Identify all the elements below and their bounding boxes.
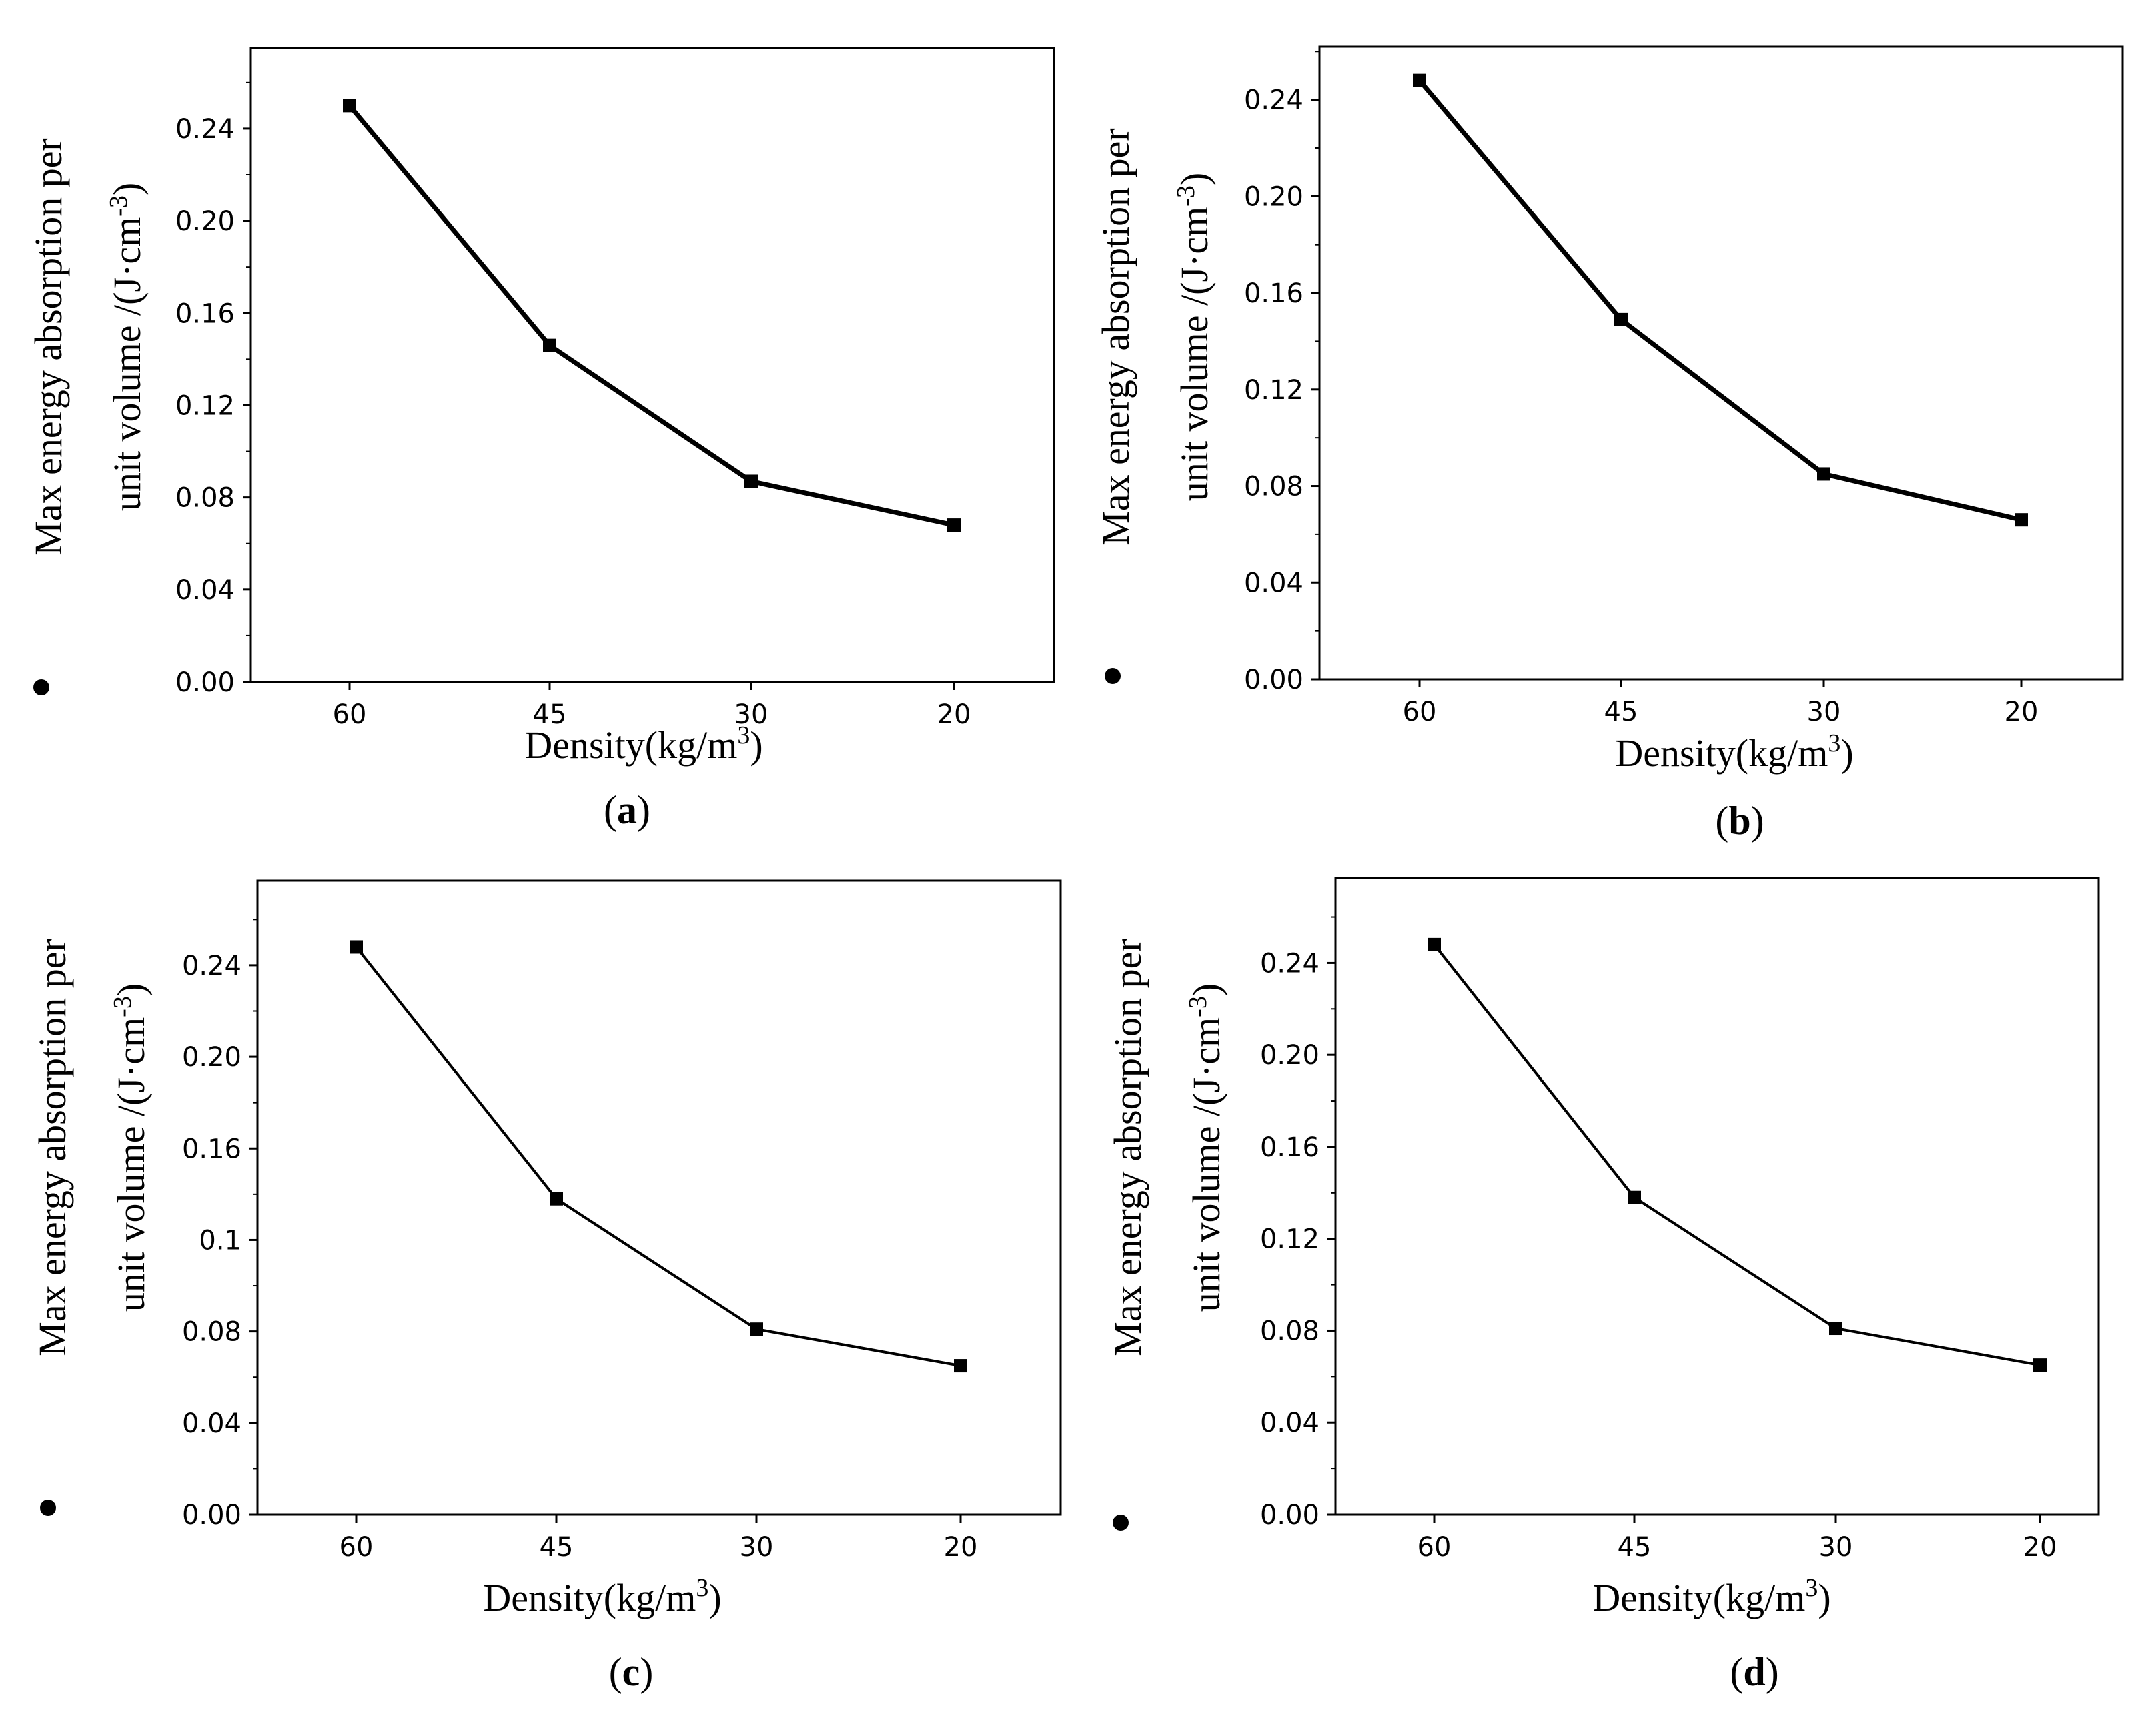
y-tick-label: 0.16	[1260, 1132, 1319, 1163]
x-tick-label: 30	[740, 1532, 774, 1563]
data-point	[2033, 1358, 2047, 1372]
data-point	[954, 1359, 967, 1373]
x-tick-label: 45	[1604, 697, 1638, 727]
y-tick-label: 0.20	[182, 1042, 241, 1073]
x-tick-label: 60	[333, 699, 367, 730]
data-point	[744, 474, 758, 488]
panel-caption: (c)	[609, 1650, 654, 1694]
x-tick-label: 60	[1418, 1532, 1452, 1563]
data-point	[1614, 312, 1628, 326]
x-tick-label: 20	[2005, 697, 2039, 727]
plot-frame	[249, 47, 1055, 683]
y-tick-label: 0.08	[175, 483, 235, 514]
y-axis-title-line2: unit volume /(J·cm-3)	[1172, 173, 1216, 501]
y-tick-label: 0.00	[1260, 1500, 1319, 1531]
x-axis-title: Density(kg/m3)	[1615, 729, 1853, 775]
bullet-dot	[33, 679, 49, 695]
y-axis-title-line2: unit volume /(J·cm-3)	[105, 183, 149, 511]
data-point	[350, 940, 363, 954]
y-tick-label: 0.1	[199, 1225, 241, 1256]
x-axis-title: Density(kg/m3)	[483, 1574, 721, 1619]
panel-caption: (a)	[604, 788, 650, 832]
panel-caption: (d)	[1730, 1650, 1778, 1694]
data-point	[750, 1322, 763, 1336]
chart-panel-a: 0.00 0.04 0.08 0.12 0.16 0.20 0.24 60 45 30 20 Max …	[27, 47, 1055, 832]
series-line	[1418, 79, 2022, 522]
y-axis-title-line1: Max energy absorption per	[27, 138, 70, 555]
y-tick-label: 0.12	[1244, 375, 1303, 406]
y-tick-label: 0.20	[175, 206, 235, 237]
chart-panel-b: 0.00 0.04 0.08 0.12 0.16 0.20 0.24 60 45 30 20 Max …	[1094, 45, 2124, 843]
y-tick-label: 0.04	[175, 575, 235, 606]
y-tick-label: 0.24	[1260, 948, 1319, 979]
x-axis-title: Density(kg/m3)	[524, 721, 762, 767]
chart-panel-c: 0.00 0.04 0.08 0.1 0.16 0.20 0.24 60 45 30 20 Max e…	[31, 879, 1062, 1694]
data-point	[1829, 1322, 1842, 1336]
data-point	[1428, 937, 1441, 951]
y-tick-label: 0.24	[182, 951, 241, 981]
y-tick-label: 0.12	[175, 390, 235, 421]
x-tick-label: 20	[937, 699, 971, 730]
panel-caption: (b)	[1715, 799, 1764, 843]
y-tick-label: 0.04	[182, 1408, 241, 1439]
x-tick-label: 30	[1807, 697, 1841, 727]
bullet-dot	[1105, 668, 1121, 684]
x-tick-label: 60	[340, 1532, 374, 1563]
data-point	[1628, 1190, 1641, 1204]
y-tick-label: 0.04	[1260, 1408, 1319, 1438]
y-tick-label: 0.00	[182, 1500, 241, 1531]
x-tick-label: 45	[1618, 1532, 1652, 1563]
data-point	[550, 1192, 563, 1206]
y-tick-label: 0.12	[1260, 1224, 1319, 1255]
data-point	[2015, 513, 2028, 527]
y-tick-label: 0.16	[175, 298, 235, 329]
y-tick-label: 0.24	[1244, 85, 1303, 116]
plot-frame	[256, 879, 1062, 1516]
y-tick-label: 0.08	[182, 1317, 241, 1348]
y-tick-label: 0.16	[1244, 278, 1303, 309]
plot-frame	[1318, 45, 2124, 681]
x-tick-label: 20	[944, 1532, 978, 1563]
y-tick-label: 0.08	[1260, 1316, 1319, 1346]
data-point	[343, 99, 356, 113]
chart-panel-d: 0.00 0.04 0.08 0.12 0.16 0.20 0.24 60 45 30 20 Max …	[1106, 877, 2100, 1694]
y-tick-label: 0.08	[1244, 472, 1303, 502]
x-tick-label: 30	[1819, 1532, 1853, 1563]
data-point	[1817, 467, 1830, 481]
plot-frame	[1334, 877, 2100, 1516]
data-point	[1413, 73, 1426, 87]
x-tick-label: 45	[533, 699, 567, 730]
x-tick-label: 20	[2023, 1532, 2057, 1563]
y-axis-title-line2: unit volume /(J·cm-3)	[1184, 983, 1228, 1312]
series-line	[355, 946, 961, 1368]
x-axis-title: Density(kg/m3)	[1592, 1574, 1830, 1619]
y-tick-label: 0.04	[1244, 568, 1303, 598]
y-axis-title-line2: unit volume /(J·cm-3)	[109, 983, 153, 1312]
y-tick-label: 0.00	[1244, 665, 1303, 695]
y-axis-title-line1: Max energy absorption per	[1106, 939, 1149, 1356]
data-point	[543, 338, 556, 352]
x-tick-label: 30	[734, 699, 768, 730]
series-line	[348, 104, 955, 528]
y-tick-label: 0.20	[1260, 1040, 1319, 1071]
x-tick-label: 60	[1403, 697, 1437, 727]
y-tick-label: 0.24	[175, 114, 235, 145]
y-axis-title-line1: Max energy absorption per	[31, 939, 74, 1356]
series-line	[1433, 943, 2041, 1367]
y-tick-label: 0.16	[182, 1134, 241, 1164]
bullet-dot	[40, 1500, 56, 1516]
data-point	[947, 518, 961, 532]
y-axis-title-line1: Max energy absorption per	[1094, 128, 1137, 545]
bullet-dot	[1113, 1515, 1129, 1531]
y-tick-label: 0.00	[175, 667, 235, 698]
x-tick-label: 45	[540, 1532, 574, 1563]
y-tick-label: 0.20	[1244, 181, 1303, 212]
